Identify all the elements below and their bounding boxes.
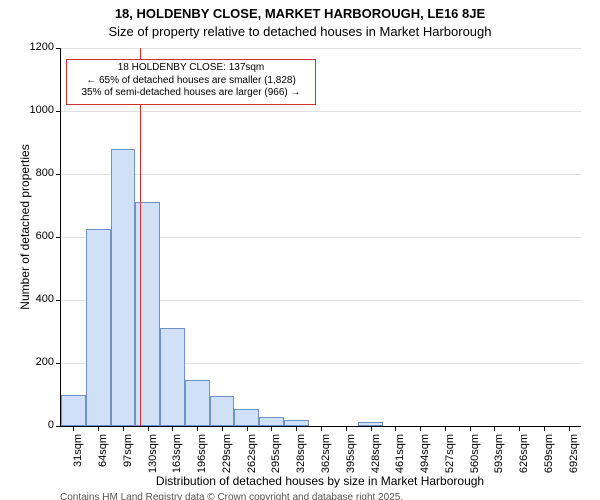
xtick-mark [271, 426, 272, 431]
gridline [61, 111, 581, 112]
xtick-label: 692sqm [568, 434, 580, 484]
xtick-mark [321, 426, 322, 431]
ytick-mark [56, 426, 61, 427]
ytick-mark [56, 237, 61, 238]
xtick-label: 527sqm [444, 434, 456, 484]
xtick-label: 560sqm [469, 434, 481, 484]
ytick-mark [56, 174, 61, 175]
xtick-label: 31sqm [72, 434, 84, 484]
xtick-label: 328sqm [295, 434, 307, 484]
ytick-label: 1000 [22, 104, 54, 116]
xtick-label: 626sqm [518, 434, 530, 484]
ytick-mark [56, 48, 61, 49]
xtick-mark [494, 426, 495, 431]
annotation-line: 18 HOLDENBY CLOSE: 137sqm [71, 62, 311, 75]
xtick-mark [420, 426, 421, 431]
xtick-mark [544, 426, 545, 431]
ytick-label: 1200 [22, 41, 54, 53]
ytick-label: 800 [22, 167, 54, 179]
xtick-label: 659sqm [543, 434, 555, 484]
xtick-mark [73, 426, 74, 431]
histogram-bar [160, 328, 185, 426]
histogram-bar [111, 149, 136, 426]
ytick-mark [56, 363, 61, 364]
chart-title-line1: 18, HOLDENBY CLOSE, MARKET HARBOROUGH, L… [0, 6, 600, 21]
ytick-label: 0 [22, 419, 54, 431]
gridline [61, 174, 581, 175]
xtick-mark [222, 426, 223, 431]
chart-title-line2: Size of property relative to detached ho… [0, 24, 600, 39]
xtick-mark [371, 426, 372, 431]
plot-area: 18 HOLDENBY CLOSE: 137sqm← 65% of detach… [60, 48, 581, 427]
xtick-mark [346, 426, 347, 431]
xtick-mark [296, 426, 297, 431]
footer-line1: Contains HM Land Registry data © Crown c… [60, 492, 403, 500]
xtick-label: 494sqm [419, 434, 431, 484]
xtick-label: 196sqm [196, 434, 208, 484]
xtick-label: 64sqm [97, 434, 109, 484]
ytick-label: 600 [22, 230, 54, 242]
xtick-label: 593sqm [493, 434, 505, 484]
histogram-bar [185, 380, 210, 426]
ytick-mark [56, 111, 61, 112]
xtick-mark [569, 426, 570, 431]
histogram-bar [210, 396, 235, 426]
ytick-mark [56, 300, 61, 301]
histogram-bar [135, 202, 160, 426]
annotation-line: 35% of semi-detached houses are larger (… [71, 87, 311, 100]
xtick-mark [519, 426, 520, 431]
xtick-mark [172, 426, 173, 431]
annotation-line: ← 65% of detached houses are smaller (1,… [71, 75, 311, 88]
annotation-box: 18 HOLDENBY CLOSE: 137sqm← 65% of detach… [66, 59, 316, 105]
xtick-mark [98, 426, 99, 431]
xtick-mark [123, 426, 124, 431]
xtick-label: 295sqm [270, 434, 282, 484]
xtick-label: 229sqm [221, 434, 233, 484]
reference-line [140, 48, 141, 426]
xtick-label: 362sqm [320, 434, 332, 484]
xtick-label: 97sqm [122, 434, 134, 484]
histogram-bar [86, 229, 111, 426]
histogram-bar [234, 409, 259, 426]
xtick-mark [395, 426, 396, 431]
xtick-label: 130sqm [147, 434, 159, 484]
xtick-mark [148, 426, 149, 431]
xtick-mark [247, 426, 248, 431]
histogram-bar [259, 417, 284, 426]
xtick-mark [445, 426, 446, 431]
xtick-label: 428sqm [370, 434, 382, 484]
xtick-label: 163sqm [171, 434, 183, 484]
xtick-label: 395sqm [345, 434, 357, 484]
xtick-label: 461sqm [394, 434, 406, 484]
xtick-mark [197, 426, 198, 431]
histogram-bar [61, 395, 86, 427]
gridline [61, 48, 581, 49]
ytick-label: 200 [22, 356, 54, 368]
ytick-label: 400 [22, 293, 54, 305]
chart-frame: 18, HOLDENBY CLOSE, MARKET HARBOROUGH, L… [0, 0, 600, 500]
xtick-label: 262sqm [246, 434, 258, 484]
xtick-mark [470, 426, 471, 431]
